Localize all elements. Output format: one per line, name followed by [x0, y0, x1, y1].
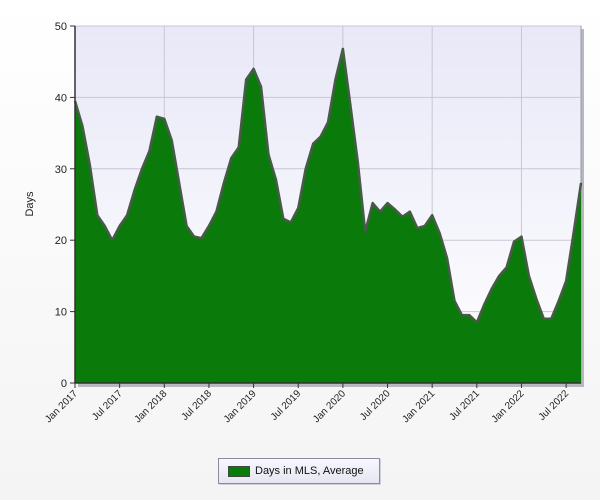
data-point	[431, 214, 433, 216]
legend-swatch	[228, 465, 250, 477]
area-fill	[75, 48, 581, 383]
data-point	[535, 298, 537, 300]
data-point	[245, 78, 247, 81]
data-point	[327, 121, 329, 123]
data-point	[372, 202, 374, 204]
data-point	[394, 208, 396, 211]
data-point	[193, 236, 195, 238]
data-point	[171, 139, 173, 141]
data-point	[461, 314, 463, 316]
data-point	[416, 227, 418, 229]
data-point	[200, 237, 203, 239]
data-point	[543, 318, 545, 320]
data-point	[238, 146, 240, 148]
data-point	[119, 225, 121, 227]
data-point	[580, 182, 582, 184]
data-point	[148, 150, 151, 152]
data-point	[565, 280, 567, 282]
data-point	[476, 321, 478, 323]
data-point	[260, 86, 262, 88]
data-point	[446, 257, 448, 259]
data-point	[364, 231, 366, 233]
y-tick-label: 50	[55, 21, 67, 33]
data-point	[558, 300, 560, 302]
data-point	[312, 143, 314, 145]
data-point	[379, 211, 381, 213]
x-tick-label: Jul 2019	[269, 388, 304, 423]
x-tick-label: Jan 2021	[400, 388, 437, 425]
data-point	[81, 125, 84, 127]
data-point	[133, 189, 136, 191]
data-point	[349, 103, 351, 106]
data-point	[491, 288, 493, 290]
x-tick-label: Jan 2022	[490, 388, 527, 425]
y-axis-title: Days	[24, 191, 36, 217]
legend-label: Days in MLS, Average	[255, 465, 364, 477]
data-point	[550, 318, 552, 320]
data-point	[513, 241, 515, 243]
x-tick-label: Jul 2020	[358, 388, 393, 423]
data-point	[357, 161, 359, 163]
x-tick-label: Jul 2018	[180, 388, 215, 423]
data-point	[89, 164, 91, 166]
y-tick-label: 40	[55, 92, 67, 104]
data-point	[572, 232, 575, 234]
x-tick-label: Jan 2019	[222, 388, 259, 425]
y-tick-label: 0	[61, 378, 67, 390]
data-point	[178, 182, 180, 184]
data-point	[297, 207, 299, 209]
data-point	[305, 168, 307, 170]
data-point	[141, 168, 143, 170]
data-point	[468, 314, 470, 316]
data-point	[334, 78, 337, 81]
data-point	[424, 225, 426, 227]
data-point	[505, 266, 508, 268]
data-point	[163, 118, 165, 120]
data-point	[528, 275, 530, 277]
data-point	[252, 68, 255, 70]
data-point	[215, 211, 217, 213]
y-tick-labels: 0 10 20 30 40 50	[55, 21, 67, 390]
data-point	[483, 303, 485, 306]
data-point	[275, 178, 277, 181]
data-point	[156, 116, 158, 118]
data-point	[267, 153, 270, 156]
data-point	[96, 214, 98, 216]
y-tick-label: 20	[55, 235, 67, 247]
x-tick-labels: Jan 2017 Jul 2017 Jan 2018 Jul 2018 Jan 2019…	[43, 388, 571, 425]
data-point	[290, 221, 292, 223]
axes	[74, 26, 581, 384]
data-point	[104, 225, 106, 227]
data-point	[453, 300, 456, 302]
data-point	[111, 239, 113, 241]
x-tick-label: Jul 2021	[447, 388, 482, 423]
x-tick-label: Jan 2020	[311, 388, 348, 425]
legend: Days in MLS, Average	[218, 458, 380, 484]
x-tick-label: Jan 2017	[43, 388, 80, 425]
data-point	[208, 225, 210, 227]
data-point	[386, 202, 389, 204]
y-tick-label: 30	[55, 164, 67, 176]
data-point	[520, 236, 523, 238]
data-point	[342, 48, 344, 50]
area-series	[73, 47, 583, 383]
x-tick-label: Jul 2022	[537, 388, 572, 423]
data-point	[223, 182, 225, 184]
data-point	[230, 157, 232, 159]
x-tick-label: Jul 2017	[90, 388, 125, 423]
data-point	[409, 211, 411, 213]
data-point	[439, 232, 441, 234]
x-tick-label: Jan 2018	[133, 388, 170, 425]
data-point	[498, 275, 500, 277]
data-point	[126, 214, 128, 216]
data-point	[186, 225, 188, 227]
data-point	[319, 136, 322, 138]
data-point	[401, 216, 404, 218]
data-point	[282, 218, 284, 220]
y-tick-label: 10	[55, 307, 67, 319]
